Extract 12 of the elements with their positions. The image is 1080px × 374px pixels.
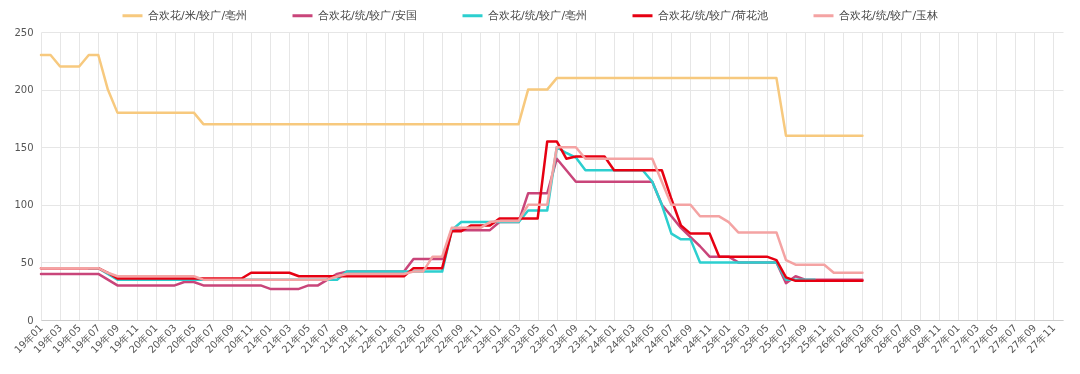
y-tick-label: 50 bbox=[20, 256, 34, 268]
y-tick-label: 150 bbox=[14, 141, 34, 153]
legend-label: 合欢花/统/较广/安国 bbox=[318, 8, 418, 22]
line-series bbox=[39, 53, 864, 137]
y-tick-label: 0 bbox=[27, 314, 34, 326]
legend-label: 合欢花/统/较广/亳州 bbox=[488, 8, 588, 22]
legend-label: 合欢花/统/较广/玉林 bbox=[839, 8, 939, 22]
legend-label: 合欢花/米/较广/亳州 bbox=[148, 8, 248, 22]
y-tick-label: 250 bbox=[14, 26, 34, 38]
legend-label: 合欢花/统/较广/荷花池 bbox=[658, 8, 769, 22]
y-tick-label: 200 bbox=[14, 84, 34, 96]
y-tick-label: 100 bbox=[14, 199, 34, 211]
